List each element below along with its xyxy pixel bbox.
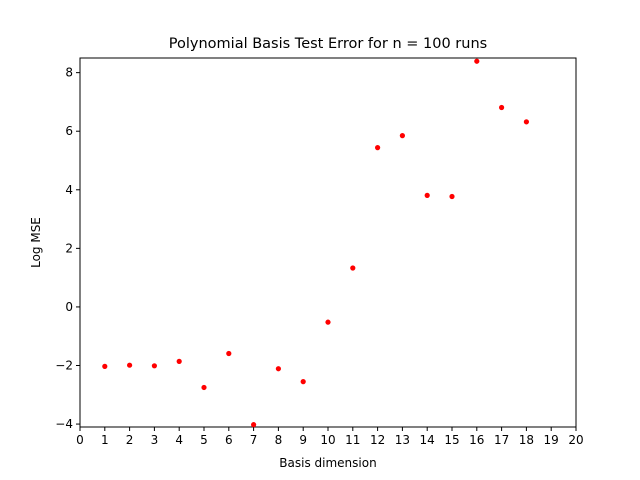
x-tick-label: 12	[370, 433, 385, 447]
data-point	[499, 104, 505, 111]
data-point	[523, 119, 530, 125]
data-point	[375, 145, 381, 151]
x-tick-label: 11	[345, 433, 360, 447]
y-tick-label: −4	[55, 417, 73, 431]
data-point	[424, 192, 430, 198]
y-axis-title: Log MSE	[29, 217, 43, 268]
data-point	[151, 363, 157, 369]
x-tick-label: 18	[519, 433, 534, 447]
data-point	[201, 384, 207, 391]
data-point	[176, 358, 182, 364]
chart-title: Polynomial Basis Test Error for n = 100 …	[169, 36, 487, 52]
x-tick-label: 6	[225, 433, 233, 447]
x-tick-label: 3	[151, 433, 159, 447]
x-tick-label: 14	[420, 433, 435, 447]
x-tick-label: 1	[101, 433, 109, 447]
data-point	[399, 133, 405, 139]
x-tick-label: 8	[275, 433, 283, 447]
data-point	[102, 363, 108, 369]
data-point	[474, 58, 480, 64]
x-tick-label: 16	[469, 433, 484, 447]
x-axis-title: Basis dimension	[279, 456, 376, 470]
data-point	[127, 362, 133, 368]
x-tick-label: 2	[126, 433, 134, 447]
data-point	[275, 366, 281, 372]
y-tick-label: 8	[65, 66, 73, 80]
x-tick-label: 13	[395, 433, 410, 447]
data-point	[325, 319, 331, 325]
x-axis: 0 1 2 3 4 5 6 7 8 9 10 11 12 13 14 15 16 17 18 19 20	[76, 427, 584, 447]
x-tick-label: 9	[299, 433, 307, 447]
y-tick-label: 2	[65, 241, 73, 255]
data-point	[350, 265, 356, 271]
x-tick-label: 10	[320, 433, 335, 447]
data-point	[251, 422, 257, 428]
data-points	[102, 58, 530, 428]
x-tick-label: 7	[250, 433, 258, 447]
x-tick-label: 15	[444, 433, 459, 447]
x-tick-label: 17	[494, 433, 509, 447]
x-tick-label: 20	[568, 433, 583, 447]
x-tick-label: 0	[76, 433, 84, 447]
y-tick-label: 4	[65, 183, 73, 197]
x-tick-label: 5	[200, 433, 208, 447]
data-point	[226, 350, 232, 357]
x-tick-label: 19	[544, 433, 559, 447]
y-axis: −4 −2 0 2 4 6 8	[55, 66, 80, 431]
x-tick-label: 4	[175, 433, 183, 447]
plot-area-frame	[79, 57, 577, 428]
y-tick-label: 0	[65, 300, 73, 314]
y-tick-label: 6	[65, 124, 73, 138]
data-point	[300, 379, 306, 385]
data-point	[449, 193, 455, 200]
y-tick-label: −2	[55, 359, 73, 373]
